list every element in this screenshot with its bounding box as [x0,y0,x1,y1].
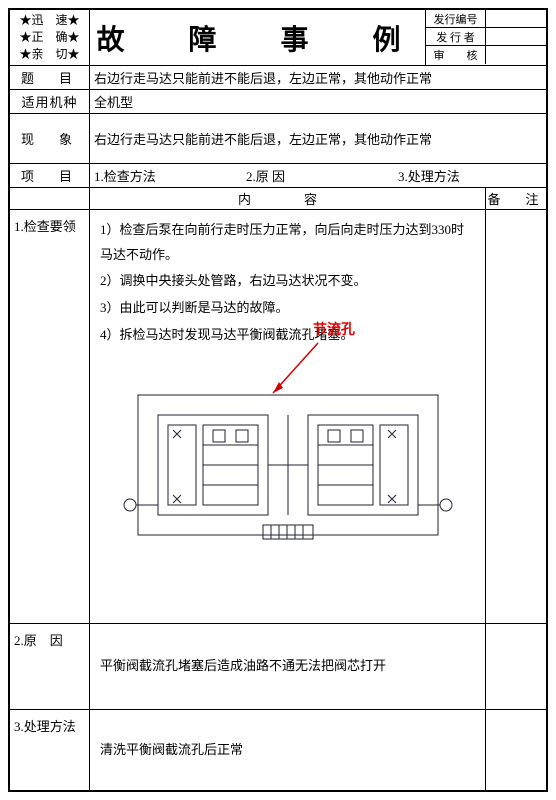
model-value: 全机型 [90,90,546,113]
section1-content: 1）检查后泵在向前行走时压力正常，向后向走时压力达到330时马达不动作。 2）调… [90,210,486,623]
fault-case-document: ★迅 速★ ★正 确★ ★亲 切★ 故 障 事 例 发行编号 发 行 者 审 核… [8,8,548,792]
section2-label: 2.原 因 [10,624,90,709]
meta-column: 发行编号 发 行 者 审 核 [426,10,546,65]
step-line: 3）由此可以判断是马达的故障。 [100,296,475,321]
item-cause: 2.原 因 [242,164,394,187]
step-line: 1）检查后泵在向前行走时压力正常，向后向走时压力达到330时马达不动作。 [100,218,475,267]
section3-content: 清洗平衡阀截流孔后正常 [90,710,486,790]
meta-value [486,28,546,45]
hydraulic-schematic-icon [118,375,458,555]
content-header: 内 容 备 注 [10,188,546,210]
section1-label: 1.检查要领 [10,210,90,623]
meta-value [486,46,546,64]
content-header-left [10,188,90,209]
star-line: ★正 确★ [19,29,79,46]
step-line: 2）调换中央接头处管路，右边马达状况不变。 [100,269,475,294]
meta-label: 审 核 [426,46,486,64]
section3-label: 3.处理方法 [10,710,90,790]
header-row: ★迅 速★ ★正 确★ ★亲 切★ 故 障 事 例 发行编号 发 行 者 审 核 [10,10,546,66]
item-fix: 3.处理方法 [394,164,546,187]
model-label: 适用机种 [10,90,90,113]
content-header-mid: 内 容 [90,188,486,209]
phenomenon-value: 右边行走马达只能前进不能后退，左边正常，其他动作正常 [90,114,546,163]
model-row: 适用机种 全机型 [10,90,546,114]
meta-value [486,10,546,27]
meta-label: 发行编号 [426,10,486,27]
items-label: 项 目 [10,164,90,187]
stars-box: ★迅 速★ ★正 确★ ★亲 切★ [10,10,90,65]
star-line: ★亲 切★ [19,46,79,63]
remark-col [486,624,546,709]
doc-title: 故 障 事 例 [90,10,426,65]
check-steps: 1）检查后泵在向前行走时压力正常，向后向走时压力达到330时马达不动作。 2）调… [100,218,475,347]
content-header-right: 备 注 [486,188,546,209]
section2-content: 平衡阀截流孔堵塞后造成油路不通无法把阀芯打开 [90,624,486,709]
topic-label: 题 目 [10,66,90,89]
remark-col [486,210,546,623]
star-line: ★迅 速★ [19,12,79,29]
meta-label: 发 行 者 [426,28,486,45]
phenomenon-row: 现 象 右边行走马达只能前进不能后退，左边正常，其他动作正常 [10,114,546,164]
section3-row: 3.处理方法 清洗平衡阀截流孔后正常 [10,710,546,790]
section2-row: 2.原 因 平衡阀截流孔堵塞后造成油路不通无法把阀芯打开 [10,624,546,710]
hydraulic-diagram-wrap [100,375,475,555]
items-row: 项 目 1.检查方法 2.原 因 3.处理方法 [10,164,546,188]
topic-value: 右边行走马达只能前进不能后退，左边正常，其他动作正常 [90,66,546,89]
topic-row: 题 目 右边行走马达只能前进不能后退，左边正常，其他动作正常 [10,66,546,90]
item-check: 1.检查方法 [90,164,242,187]
phenomenon-label: 现 象 [10,114,90,163]
section1-row: 1.检查要领 1）检查后泵在向前行走时压力正常，向后向走时压力达到330时马达不… [10,210,546,624]
remark-col [486,710,546,790]
